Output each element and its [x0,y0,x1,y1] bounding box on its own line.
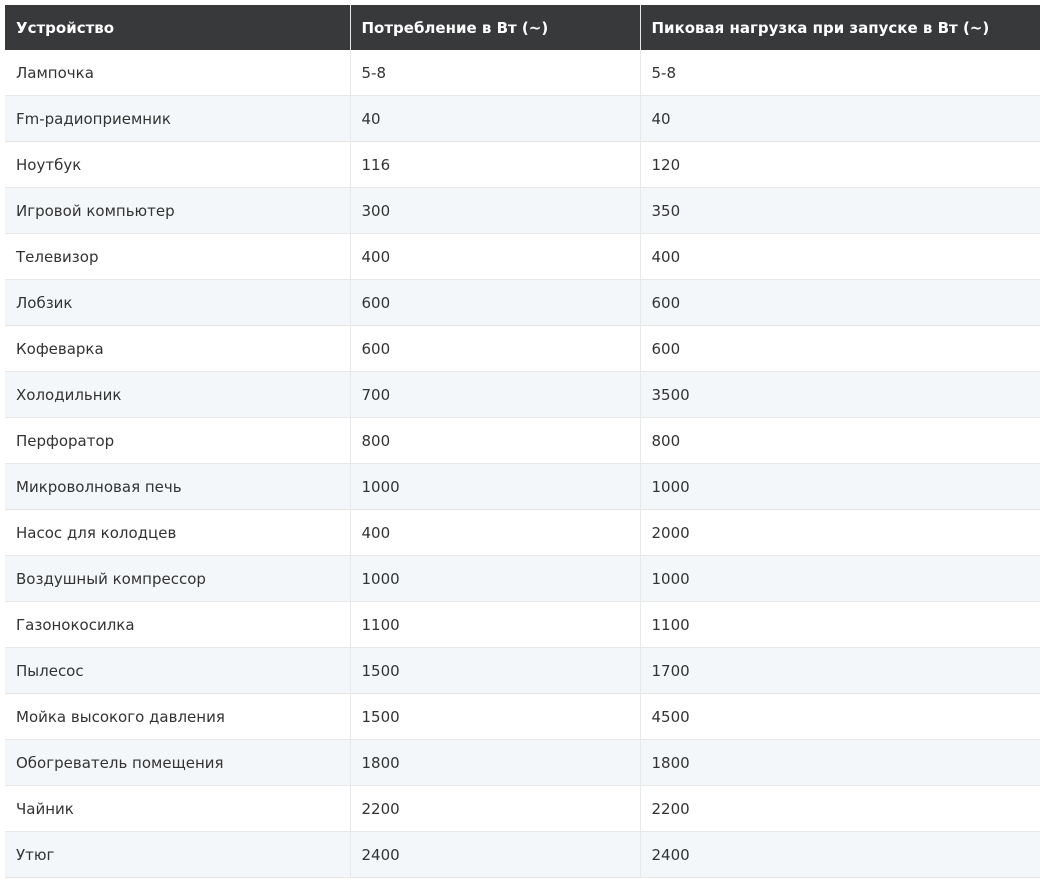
table-row: Микроволновая печь 1000 1000 [5,463,1040,510]
cell-consumption: 1000 [350,463,641,510]
cell-consumption: 2400 [350,831,641,878]
cell-device: Чайник [5,785,351,832]
header-peak-load: Пиковая нагрузка при запуске в Вт (~) [640,5,1040,50]
cell-device: Обогреватель помещения [5,739,351,786]
cell-device: Перфоратор [5,417,351,464]
cell-consumption: 1000 [350,555,641,602]
cell-peak-load: 1000 [640,555,1040,602]
cell-device: Насос для колодцев [5,509,351,556]
table-row: Лампочка 5-8 5-8 [5,50,1040,96]
cell-peak-load: 2000 [640,509,1040,556]
cell-device: Телевизор [5,233,351,280]
table-row: Пылесос 1500 1700 [5,647,1040,694]
power-consumption-table: Устройство Потребление в Вт (~) Пиковая … [5,5,1040,878]
cell-consumption: 116 [350,141,641,188]
table-row: Кофеварка 600 600 [5,325,1040,372]
cell-consumption: 1100 [350,601,641,648]
cell-peak-load: 2400 [640,831,1040,878]
cell-device: Газонокосилка [5,601,351,648]
table-row: Чайник 2200 2200 [5,785,1040,832]
cell-device: Микроволновая печь [5,463,351,510]
table-row: Насос для колодцев 400 2000 [5,509,1040,556]
cell-device: Ноутбук [5,141,351,188]
table-body: Лампочка 5-8 5-8 Fm-радиоприемник 40 40 Ноутбу… [5,50,1040,878]
cell-peak-load: 600 [640,279,1040,326]
header-consumption: Потребление в Вт (~) [350,5,641,50]
cell-peak-load: 600 [640,325,1040,372]
cell-consumption: 1500 [350,693,641,740]
table-row: Холодильник 700 3500 [5,371,1040,418]
table-row: Воздушный компрессор 1000 1000 [5,555,1040,602]
cell-consumption: 40 [350,95,641,142]
table-row: Ноутбук 116 120 [5,141,1040,188]
cell-peak-load: 800 [640,417,1040,464]
table-row: Утюг 2400 2400 [5,831,1040,878]
cell-device: Кофеварка [5,325,351,372]
cell-consumption: 700 [350,371,641,418]
table-row: Fm-радиоприемник 40 40 [5,95,1040,142]
cell-device: Лампочка [5,50,351,96]
cell-consumption: 600 [350,279,641,326]
cell-consumption: 600 [350,325,641,372]
cell-consumption: 400 [350,233,641,280]
cell-device: Холодильник [5,371,351,418]
cell-peak-load: 400 [640,233,1040,280]
cell-device: Пылесос [5,647,351,694]
table-row: Телевизор 400 400 [5,233,1040,280]
cell-peak-load: 2200 [640,785,1040,832]
cell-peak-load: 1700 [640,647,1040,694]
cell-peak-load: 1000 [640,463,1040,510]
table-row: Лобзик 600 600 [5,279,1040,326]
table-header-row: Устройство Потребление в Вт (~) Пиковая … [5,5,1040,50]
table-row: Газонокосилка 1100 1100 [5,601,1040,648]
cell-consumption: 1800 [350,739,641,786]
cell-consumption: 300 [350,187,641,234]
header-device: Устройство [5,5,351,50]
table-row: Перфоратор 800 800 [5,417,1040,464]
cell-device: Fm-радиоприемник [5,95,351,142]
cell-device: Мойка высокого давления [5,693,351,740]
cell-peak-load: 1100 [640,601,1040,648]
cell-device: Воздушный компрессор [5,555,351,602]
cell-device: Лобзик [5,279,351,326]
table-row: Обогреватель помещения 1800 1800 [5,739,1040,786]
cell-device: Игровой компьютер [5,187,351,234]
table-row: Игровой компьютер 300 350 [5,187,1040,234]
cell-peak-load: 4500 [640,693,1040,740]
table-row: Мойка высокого давления 1500 4500 [5,693,1040,740]
cell-peak-load: 3500 [640,371,1040,418]
cell-peak-load: 5-8 [640,50,1040,96]
cell-consumption: 1500 [350,647,641,694]
cell-consumption: 800 [350,417,641,464]
cell-consumption: 5-8 [350,50,641,96]
cell-peak-load: 40 [640,95,1040,142]
cell-peak-load: 120 [640,141,1040,188]
cell-peak-load: 1800 [640,739,1040,786]
cell-device: Утюг [5,831,351,878]
cell-consumption: 400 [350,509,641,556]
cell-consumption: 2200 [350,785,641,832]
cell-peak-load: 350 [640,187,1040,234]
